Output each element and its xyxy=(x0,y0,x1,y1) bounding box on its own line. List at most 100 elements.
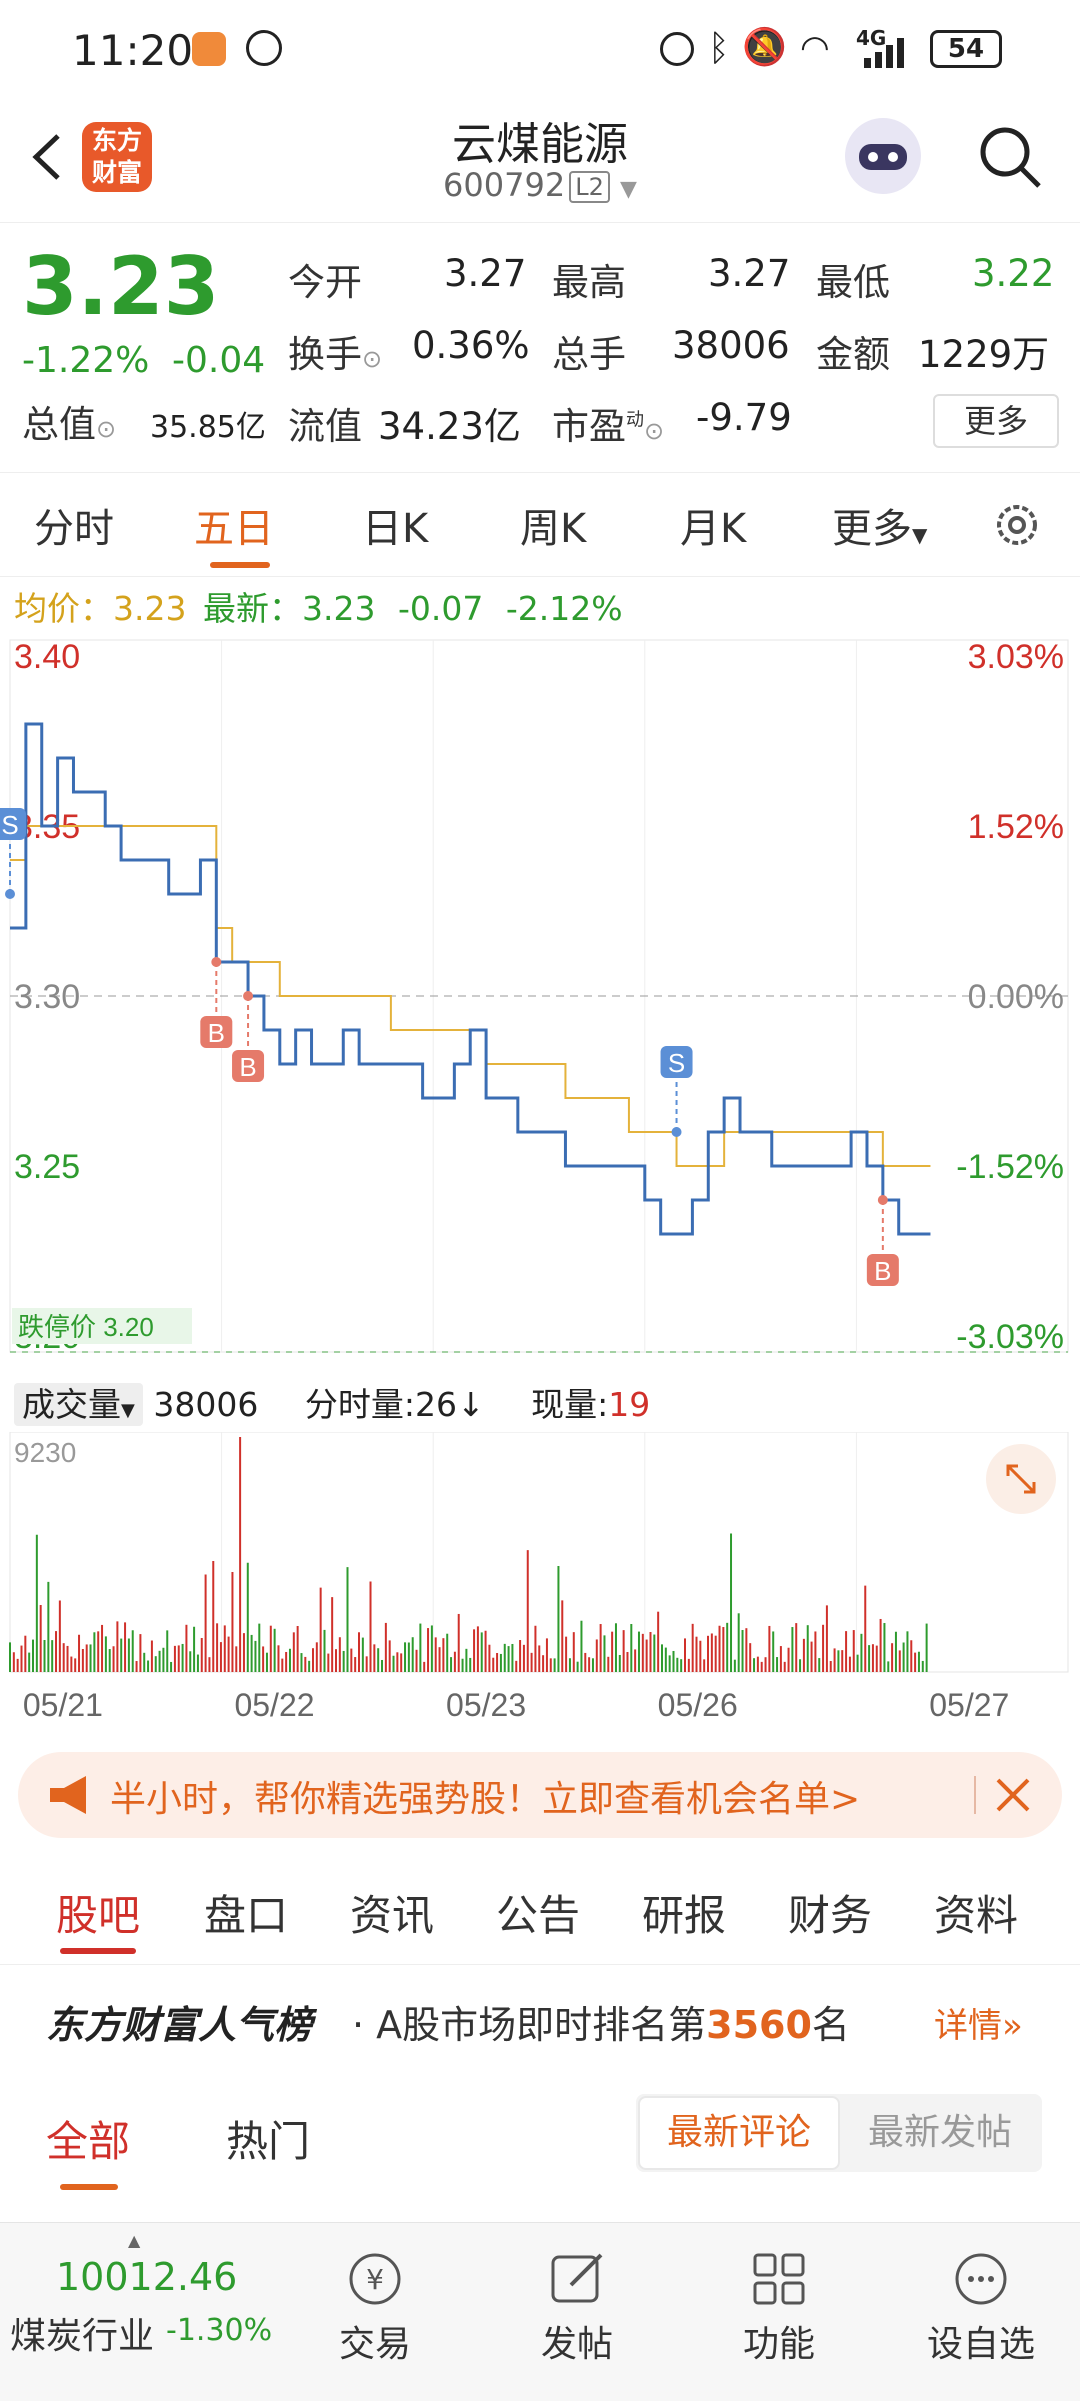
chart-area[interactable]: 均价：3.23 最新：3.23 -0.07 -2.12% 3.40 3.35 3.3… xyxy=(0,576,1080,1736)
status-time: 11:20 xyxy=(72,26,194,75)
industry-index[interactable]: ▲ 10012.46 煤炭行业 -1.30% xyxy=(10,2223,310,2401)
marker-badge xyxy=(0,808,26,840)
search-icon[interactable] xyxy=(975,122,1045,192)
volume-tick: 分时量:26↓ xyxy=(304,1385,485,1424)
active-tab-indicator xyxy=(60,2184,118,2190)
marker-dot xyxy=(877,1195,888,1205)
functions-label: 功能 xyxy=(742,2324,815,2365)
volume-max-label: 9230 xyxy=(14,1437,76,1468)
latest-value: 3.23 xyxy=(301,589,376,628)
info-icon: ⊙ xyxy=(96,415,117,443)
rank-detail-link[interactable]: 详情» xyxy=(934,1998,1023,2047)
wifi-icon: ◠ xyxy=(800,28,830,68)
y-tick-left: 3.40 xyxy=(14,638,80,676)
tab-finance[interactable]: 财务 xyxy=(788,1891,873,1940)
marker-dot xyxy=(671,1127,682,1137)
x-tick-label: 05/23 xyxy=(446,1687,526,1723)
marker-label: B xyxy=(239,1052,256,1082)
x-tick-label: 05/22 xyxy=(234,1687,314,1723)
functions-button[interactable]: 功能 xyxy=(714,2223,844,2401)
add-watchlist-button[interactable]: 设自选 xyxy=(916,2223,1046,2401)
tab-more-label: 更多 xyxy=(832,506,912,552)
amount-value: 1229万 xyxy=(918,333,1050,376)
marker-label: B xyxy=(874,1256,891,1286)
volume-value: 38006 xyxy=(672,324,790,367)
series-line xyxy=(10,825,931,1167)
tab-order-book[interactable]: 盘口 xyxy=(204,1891,289,1940)
quote-panel: 3.23 -1.22% -0.04 总值⊙ 35.85亿 今开 3.27 最高 … xyxy=(0,222,1080,473)
index-change: -1.30% xyxy=(166,2313,273,2348)
chevron-up-icon: ▲ xyxy=(128,2231,141,2250)
y-tick-left: 3.30 xyxy=(14,978,80,1016)
svg-text:¥: ¥ xyxy=(366,2263,384,2296)
battery-level: 54 xyxy=(947,34,985,64)
add-watchlist-label: 设自选 xyxy=(926,2324,1035,2365)
app-logo[interactable]: 东方 财富 xyxy=(82,122,152,192)
limit-down-label: 跌停价 3.20 xyxy=(18,1312,154,1342)
tab-weekly-k[interactable]: 周K xyxy=(520,506,587,552)
popularity-rank-row[interactable]: 东方财富人气榜 · A股市场即时排名第3560名 详情» xyxy=(0,1988,1080,2048)
volume-label: 成交量 xyxy=(22,1385,121,1424)
bluetooth-icon: ᛒ xyxy=(708,28,730,69)
price-chart: 3.403.353.303.253.203.03%1.52%0.00%-1.52… xyxy=(0,638,1069,1356)
marker-badge xyxy=(866,1254,899,1286)
pe-value: -9.79 xyxy=(696,396,792,439)
yuan-icon: ¥ xyxy=(345,2249,405,2309)
header: 东方 财富 云煤能源 600792 L2 ▼ xyxy=(0,100,1080,223)
hand-icon xyxy=(246,30,282,66)
open-value: 3.27 xyxy=(444,252,527,295)
tab-profile[interactable]: 资料 xyxy=(934,1891,1019,1940)
dropdown-icon: ▼ xyxy=(912,523,928,547)
tab-all[interactable]: 全部 xyxy=(46,2117,131,2166)
stock-code: 600792 xyxy=(443,166,566,204)
index-name: 煤炭行业 xyxy=(10,2316,155,2357)
info-icon: ⊙ xyxy=(644,417,665,445)
speed-icon xyxy=(660,32,694,66)
mktcap-value: 35.85亿 xyxy=(150,410,266,445)
megaphone-icon xyxy=(46,1772,96,1818)
close-icon[interactable] xyxy=(990,1772,1036,1818)
section-tabs: 股吧 盘口 资讯 公告 研报 财务 资料 xyxy=(0,1860,1080,1965)
chart-info-bar: 均价：3.23 最新：3.23 -0.07 -2.12% xyxy=(14,582,623,630)
marker-dot xyxy=(5,889,15,899)
pe-label: 市盈动⊙ xyxy=(552,396,664,450)
y-tick-right: 0.00% xyxy=(968,978,1064,1016)
tab-announcements[interactable]: 公告 xyxy=(496,1891,581,1940)
mktcap-label: 总值⊙ xyxy=(22,394,116,448)
mute-icon: 🔕 xyxy=(742,27,787,68)
open-label: 今开 xyxy=(288,261,362,304)
tab-five-day[interactable]: 五日 xyxy=(194,506,274,552)
x-tick-label: 05/21 xyxy=(23,1687,103,1723)
y-tick-right: 1.52% xyxy=(968,808,1064,846)
tab-forum[interactable]: 股吧 xyxy=(56,1891,141,1940)
promo-banner[interactable]: 半小时，帮你精选强势股！立即查看机会名单> xyxy=(18,1752,1062,1838)
turnover-label: 换手⊙ xyxy=(288,324,382,378)
volume-selector[interactable]: 成交量▼ xyxy=(14,1383,143,1426)
expand-icon[interactable] xyxy=(986,1444,1056,1514)
tab-daily-k[interactable]: 日K xyxy=(362,506,429,552)
tab-news[interactable]: 资讯 xyxy=(350,1891,435,1940)
limit-label-bg xyxy=(12,1308,192,1344)
tab-more[interactable]: 更多▼ xyxy=(832,496,927,554)
trade-button[interactable]: ¥ 交易 xyxy=(310,2223,440,2401)
marker-label: S xyxy=(668,1048,685,1078)
settings-gear-icon[interactable] xyxy=(990,498,1044,552)
marker-badge xyxy=(660,1046,693,1078)
double-chevron-icon: » xyxy=(1002,2006,1023,2046)
low-value: 3.22 xyxy=(972,252,1055,295)
more-button[interactable]: 更多 xyxy=(933,394,1059,448)
volume-total: 38006 xyxy=(153,1385,259,1424)
sort-latest-post[interactable]: 最新发帖 xyxy=(867,2112,1012,2153)
robot-assistant-icon[interactable] xyxy=(845,118,921,194)
y-tick-left: 3.25 xyxy=(14,1148,80,1186)
tab-hot[interactable]: 热门 xyxy=(226,2117,311,2166)
post-button[interactable]: 发帖 xyxy=(512,2223,642,2401)
tab-intraday[interactable]: 分时 xyxy=(34,506,114,552)
back-button[interactable] xyxy=(22,122,72,192)
sort-latest-comment[interactable]: 最新评论 xyxy=(638,2096,840,2170)
stock-code-row[interactable]: 600792 L2 ▼ xyxy=(0,166,1080,204)
index-value: 10012.46 xyxy=(56,2255,238,2299)
tab-research[interactable]: 研报 xyxy=(642,1891,727,1940)
tab-monthly-k[interactable]: 月K xyxy=(680,506,747,552)
app-notification-icon xyxy=(192,32,226,66)
